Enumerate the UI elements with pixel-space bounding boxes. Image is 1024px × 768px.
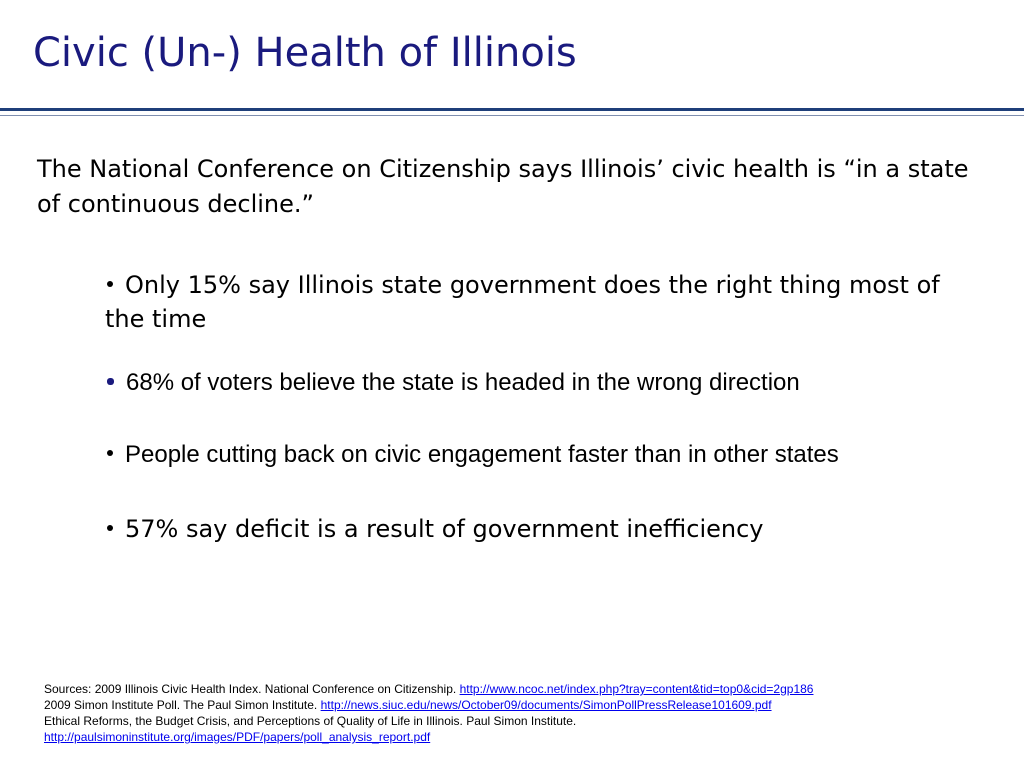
bullet-item: 57% say deficit is a result of governmen…: [105, 512, 945, 546]
source-text: Ethical Reforms, the Budget Crisis, and …: [44, 714, 577, 728]
sources: Sources: 2009 Illinois Civic Health Inde…: [44, 681, 813, 745]
source-line: Ethical Reforms, the Budget Crisis, and …: [44, 713, 813, 729]
source-text: 2009 Simon Institute Poll. The Paul Simo…: [44, 698, 318, 712]
bullet-text: People cutting back on civic engagement …: [125, 441, 839, 468]
bullet-text: Only 15% say Illinois state government d…: [105, 271, 940, 333]
bullet-list: Only 15% say Illinois state government d…: [105, 268, 945, 546]
bullet-marker: [107, 280, 113, 287]
bullet-item: Only 15% say Illinois state government d…: [105, 268, 945, 336]
source-link[interactable]: http://paulsimoninstitute.org/images/PDF…: [44, 730, 431, 744]
source-link[interactable]: http://www.ncoc.net/index.php?tray=conte…: [459, 682, 814, 696]
bullet-item: People cutting back on civic engagement …: [105, 438, 945, 472]
bullet-item: 68% of voters believe the state is heade…: [105, 366, 945, 400]
source-line: 2009 Simon Institute Poll. The Paul Simo…: [44, 697, 813, 713]
bullet-text: 57% say deficit is a result of governmen…: [125, 515, 764, 543]
intro-text: The National Conference on Citizenship s…: [37, 155, 969, 218]
bullet-marker: [107, 450, 113, 457]
bullet-marker: [107, 524, 113, 531]
slide-title: Civic (Un-) Health of Illinois: [33, 30, 577, 76]
source-link[interactable]: http://news.siuc.edu/news/October09/docu…: [320, 698, 772, 712]
title-rule: [0, 108, 1024, 111]
bullet-marker: [107, 377, 114, 385]
source-text: Sources: 2009 Illinois Civic Health Inde…: [44, 682, 457, 696]
bullet-text: 68% of voters believe the state is heade…: [126, 369, 800, 396]
title-rule-thin: [0, 115, 1024, 116]
source-line: Sources: 2009 Illinois Civic Health Inde…: [44, 681, 813, 697]
source-line: http://paulsimoninstitute.org/images/PDF…: [44, 729, 813, 745]
